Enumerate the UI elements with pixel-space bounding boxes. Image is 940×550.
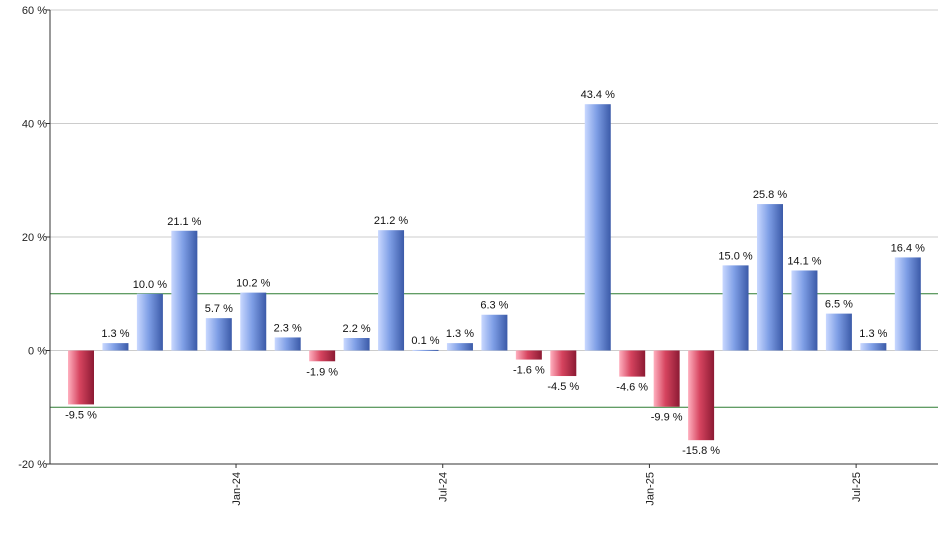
data-label: 6.5 %	[825, 299, 853, 311]
data-label: 5.7 %	[205, 303, 233, 315]
data-label: 25.8 %	[753, 189, 787, 201]
data-labels: -9.5 % 1.3 % 10.0 % 21.1 % 5.7 % 10.2 % 2.3 % -…	[65, 89, 925, 457]
y-tick-label: 0 %	[28, 346, 47, 358]
data-label: -4.6 %	[616, 382, 648, 394]
bar	[136, 293, 163, 351]
y-tick-label: -20 %	[18, 459, 47, 471]
x-tick-label: Jan-24	[231, 472, 243, 506]
bar	[343, 338, 370, 351]
bar	[825, 313, 852, 351]
bar	[860, 343, 887, 351]
reference-lines	[50, 293, 938, 408]
data-label: -9.9 %	[651, 412, 683, 424]
data-label: -4.5 %	[547, 381, 579, 393]
bar	[584, 104, 611, 351]
bar	[68, 350, 94, 405]
bar	[274, 337, 301, 351]
y-tick-label: 60 %	[22, 5, 47, 17]
data-label: -15.8 %	[682, 445, 720, 457]
bar	[378, 230, 405, 351]
bar	[412, 349, 439, 351]
data-label: 1.3 %	[859, 328, 887, 340]
bar	[102, 343, 129, 351]
data-label: -1.6 %	[513, 365, 545, 377]
data-label: 15.0 %	[718, 250, 752, 262]
bar	[757, 204, 783, 351]
bar	[722, 265, 749, 351]
bar	[791, 270, 818, 351]
data-label: 1.3 %	[101, 328, 129, 340]
bar	[446, 343, 473, 351]
bar	[688, 350, 715, 441]
bar	[240, 292, 267, 351]
data-label: 2.3 %	[274, 322, 302, 334]
bars	[68, 104, 921, 441]
bar	[481, 314, 508, 351]
data-label: 0.1 %	[411, 335, 439, 347]
data-label: 10.0 %	[133, 279, 167, 291]
bar	[515, 350, 542, 360]
x-tick-label: Jul-25	[851, 472, 863, 502]
data-label: 1.3 %	[446, 328, 474, 340]
data-label: -9.5 %	[65, 409, 97, 421]
y-tick-label: 20 %	[22, 232, 47, 244]
y-tick-label: 40 %	[22, 119, 47, 131]
data-label: 14.1 %	[787, 255, 821, 267]
data-label: 43.4 %	[581, 89, 615, 101]
data-label: 10.2 %	[236, 278, 270, 290]
data-label: 2.2 %	[343, 323, 371, 335]
data-label: -1.9 %	[306, 366, 338, 378]
bar	[619, 350, 646, 377]
x-tick-label: Jul-24	[438, 472, 450, 502]
data-label: 21.1 %	[167, 216, 201, 228]
bar	[653, 350, 680, 407]
bar	[171, 230, 198, 351]
bar	[894, 257, 921, 351]
axes: -20 % 0 % 20 % 40 % 60 % Jan-24 Jul-24 Jan-25 Ju…	[18, 5, 938, 506]
bar	[550, 350, 577, 377]
bar	[205, 318, 232, 351]
data-label: 16.4 %	[891, 242, 925, 254]
bar	[309, 350, 336, 362]
data-label: 21.2 %	[374, 215, 408, 227]
data-label: 6.3 %	[480, 300, 508, 312]
x-tick-label: Jan-25	[644, 472, 656, 506]
